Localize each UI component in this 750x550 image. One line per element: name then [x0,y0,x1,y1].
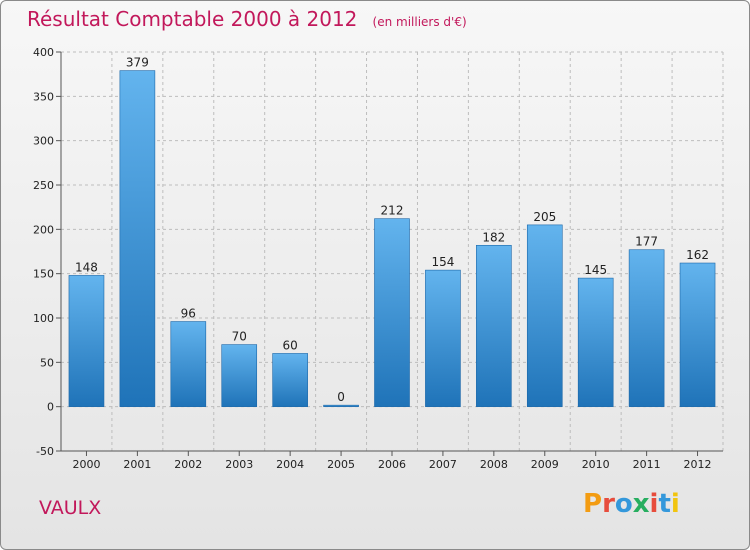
logo-letter: P [583,489,603,519]
bar-2000 [68,275,105,407]
bar-2010 [577,277,614,407]
x-tick-label: 2012 [684,458,712,471]
y-tick-label: 300 [33,135,54,148]
bar-2012 [679,262,716,407]
bar-2006 [374,218,410,407]
chart-title-unit: (en milliers d'€) [372,15,467,29]
bar-value-label: 212 [381,204,404,218]
x-tick-label: 2005 [327,458,355,471]
x-tick-label: 2004 [276,458,304,471]
x-tick-label: 2006 [378,458,406,471]
x-tick-label: 2009 [531,458,559,471]
y-tick-label: 50 [40,356,54,369]
x-tick-label: 2010 [582,458,610,471]
x-tick-label: 2011 [633,458,661,471]
x-tick-label: 2000 [72,458,100,471]
bars [68,70,716,407]
logo-letter: i [670,489,680,519]
bar-value-label: 0 [337,390,345,404]
logo-letter: r [602,489,615,519]
bar-2004 [272,353,308,407]
x-tick-label: 2001 [123,458,151,471]
x-tick-label: 2002 [174,458,202,471]
bar-value-label: 60 [283,338,298,352]
bar-2002 [170,321,207,407]
y-tick-label: 400 [33,46,54,59]
x-tick-label: 2008 [480,458,508,471]
bar-value-label: 96 [181,307,196,321]
bar-value-label: 205 [533,210,556,224]
bar-2001 [119,70,156,407]
y-tick-label: 250 [33,179,54,192]
y-tick-label: 350 [33,90,54,103]
bar-2007 [425,269,461,407]
y-tick-label: 200 [33,223,54,236]
logo-letter: i [649,489,659,519]
y-tick-label: -50 [36,445,54,458]
bar-value-label: 154 [431,255,454,269]
bar-value-label: 177 [635,235,658,249]
bar-2003 [221,344,258,407]
bar-2011 [628,249,665,407]
chart-title-main: Résultat Comptable 2000 à 2012 [27,7,358,31]
logo-letter: t [658,489,671,519]
bar-value-label: 70 [232,330,247,344]
bar-2009 [526,224,563,407]
bar-2008 [476,244,512,407]
y-tick-label: 100 [33,312,54,325]
y-tick-label: 0 [47,401,54,414]
logo-letter: x [632,489,650,519]
bar-2005 [323,404,359,407]
x-tick-label: 2003 [225,458,253,471]
city-name: VAULX [39,497,102,519]
data-labels: 148 379 96 70 60 0 212 154 182 205 145 177 162 [75,56,709,405]
bar-value-label: 148 [75,260,98,274]
chart-title: Résultat Comptable 2000 à 2012 (en milli… [27,7,467,31]
proxiti-logo: Proxiti [583,489,680,519]
bar-value-label: 379 [126,56,149,70]
y-tick-label: 150 [33,268,54,281]
x-tick-label: 2007 [429,458,457,471]
logo-letter: o [614,489,633,519]
bar-value-label: 145 [584,263,607,277]
bar-value-label: 182 [482,230,505,244]
axes: -50 0 50 100 150 200 250 300 350 400 2000 2001 2002 2… [33,46,723,471]
bar-value-label: 162 [686,248,709,262]
